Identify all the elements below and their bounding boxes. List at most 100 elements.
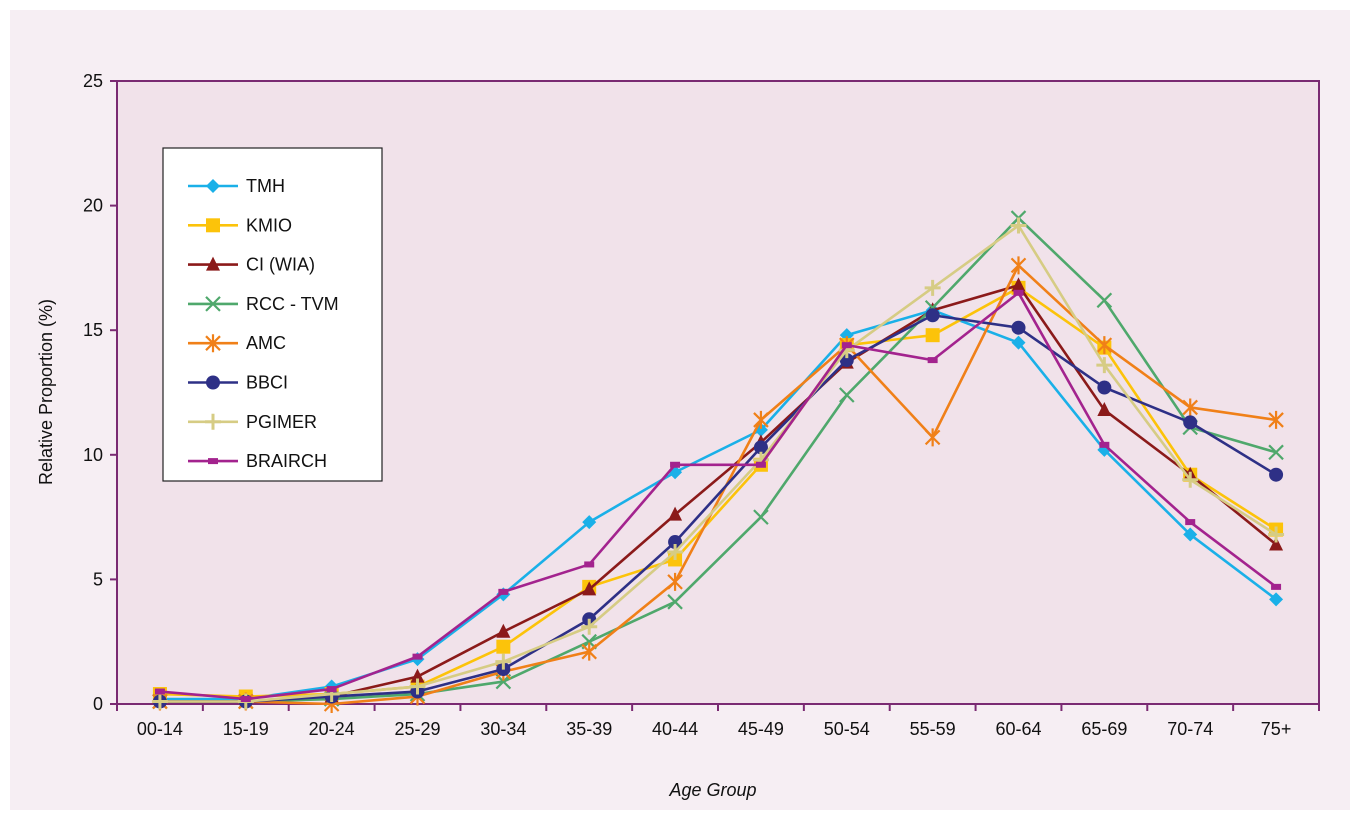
data-point <box>1099 441 1110 448</box>
x-tick-label: 15-19 <box>223 719 269 739</box>
x-tick-label: 20-24 <box>309 719 355 739</box>
legend-item: BRAIRCH <box>188 451 327 471</box>
legend-label: AMC <box>246 333 286 353</box>
data-point <box>1271 583 1282 590</box>
y-tick-label: 15 <box>83 320 103 340</box>
series-line <box>159 313 1277 703</box>
data-point <box>582 515 597 530</box>
data-point <box>151 693 168 710</box>
legend-label: PGIMER <box>246 412 317 432</box>
legend-item: TMH <box>188 176 285 196</box>
data-point <box>927 357 938 364</box>
data-point <box>1269 467 1284 482</box>
data-point <box>582 581 597 596</box>
series-line <box>159 224 1277 703</box>
legend-item: PGIMER <box>188 412 317 432</box>
data-point <box>668 535 683 550</box>
data-point <box>1010 217 1027 234</box>
y-tick-label: 5 <box>93 569 103 589</box>
data-point <box>412 653 423 660</box>
data-point <box>326 686 337 693</box>
data-point <box>667 543 684 560</box>
series-brairch <box>154 289 1282 703</box>
legend-label: BRAIRCH <box>246 451 327 471</box>
x-tick-label: 40-44 <box>652 719 698 739</box>
data-point <box>1096 336 1113 355</box>
data-point <box>753 410 769 429</box>
data-point <box>409 678 426 695</box>
legend-swatch-marker <box>206 179 220 193</box>
series-group <box>151 210 1285 713</box>
x-tick-label: 70-74 <box>1167 719 1213 739</box>
legend-label: TMH <box>246 176 285 196</box>
data-point <box>1183 415 1198 430</box>
legend-item: RCC - TVM <box>188 294 339 314</box>
legend-swatch-marker <box>205 296 221 312</box>
data-point <box>924 279 941 296</box>
series-line <box>159 308 1277 701</box>
data-point <box>1185 519 1196 526</box>
x-tick-label: 60-64 <box>995 719 1041 739</box>
x-axis-title: Age Group <box>668 780 756 800</box>
data-point <box>1096 357 1113 374</box>
data-point <box>581 618 598 635</box>
x-tick-label: 55-59 <box>910 719 956 739</box>
data-point <box>1269 592 1284 607</box>
x-axis: 00-14 15-19 20-24 25-29 30-34 35-39 40-44 45-49… <box>116 704 1320 739</box>
data-point <box>410 668 425 683</box>
data-point <box>1010 256 1027 275</box>
data-point <box>668 506 683 521</box>
y-tick-label: 0 <box>93 694 103 714</box>
data-point <box>925 328 940 343</box>
data-point <box>1268 444 1284 461</box>
data-point <box>1013 289 1024 296</box>
series-line <box>159 291 1277 701</box>
x-tick-label: 00-14 <box>137 719 183 739</box>
y-tick-label: 20 <box>83 196 103 216</box>
legend-swatch-marker <box>205 413 221 430</box>
data-point <box>841 342 852 349</box>
legend: TMH KMIO CI (WIA) RCC - TVM AMC BBCI PGIMER BRA… <box>162 147 383 482</box>
data-point <box>1268 526 1285 543</box>
legend-label: KMIO <box>246 215 292 235</box>
data-point <box>924 428 941 447</box>
series-line <box>159 216 1277 703</box>
legend-swatch-marker <box>205 334 221 353</box>
data-point <box>1011 277 1026 292</box>
legend-label: RCC - TVM <box>246 294 339 314</box>
legend-box <box>162 147 383 482</box>
series-pgimer <box>151 217 1285 710</box>
data-point <box>1097 401 1112 416</box>
y-axis: 0 5 10 15 20 25 <box>83 71 117 714</box>
legend-swatch-marker <box>206 256 220 271</box>
data-point <box>1097 380 1112 395</box>
x-tick-label: 35-39 <box>566 719 612 739</box>
chart-frame: 0 5 10 15 20 25 00-14 15-19 20-24 25-29 30-34 35-3… <box>10 10 1350 810</box>
data-point <box>495 653 512 670</box>
data-point <box>496 639 511 654</box>
legend-swatch-marker <box>206 218 220 233</box>
data-point <box>839 387 855 403</box>
data-point <box>1182 398 1198 417</box>
x-tick-label: 75+ <box>1261 719 1292 739</box>
legend-label: BBCI <box>246 373 288 393</box>
legend-item: AMC <box>188 333 286 353</box>
data-point <box>1269 536 1284 551</box>
data-point <box>667 572 683 591</box>
data-point <box>753 509 769 525</box>
data-point <box>154 688 165 695</box>
data-point <box>1011 320 1026 335</box>
data-point <box>1268 410 1284 429</box>
data-point <box>1011 335 1026 350</box>
x-tick-label: 65-69 <box>1081 719 1127 739</box>
data-point <box>240 696 251 703</box>
data-point <box>584 561 595 568</box>
legend-item: BBCI <box>188 373 288 393</box>
data-point <box>496 623 511 638</box>
y-tick-label: 10 <box>83 445 103 465</box>
legend-swatch-marker <box>206 375 220 390</box>
legend-swatch-marker <box>208 458 218 465</box>
y-axis-title: Relative Proportion (%) <box>36 299 56 485</box>
data-point <box>670 461 681 468</box>
x-tick-label: 30-34 <box>480 719 526 739</box>
